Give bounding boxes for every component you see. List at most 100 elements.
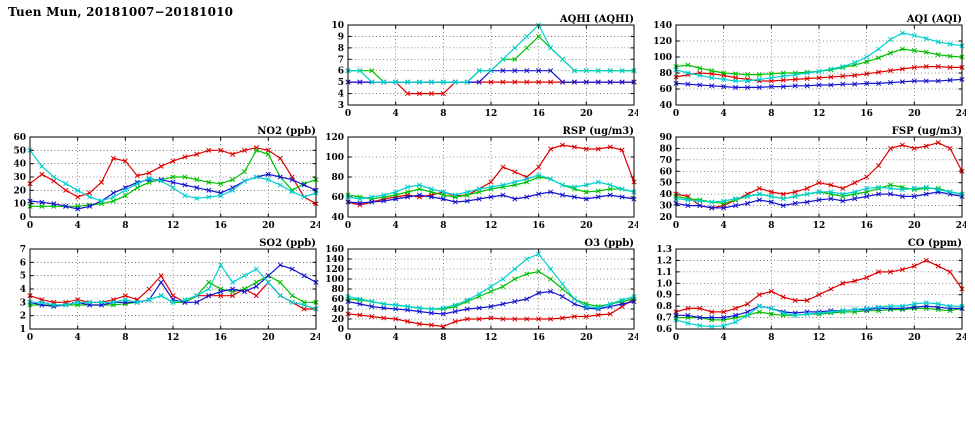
svg-text:160: 160 [325,245,344,255]
co-series-cyan [673,300,965,330]
svg-text:50: 50 [13,146,26,156]
svg-text:9: 9 [338,32,344,42]
svg-text:0: 0 [338,325,344,335]
svg-text:24: 24 [956,109,966,119]
svg-text:8: 8 [768,221,774,231]
svg-text:5: 5 [20,272,26,282]
svg-text:0: 0 [345,109,351,119]
svg-text:90: 90 [659,133,672,143]
svg-text:0.9: 0.9 [656,291,672,301]
so2-plot-frame [29,248,317,330]
svg-text:16: 16 [214,333,227,343]
svg-text:4: 4 [393,333,399,343]
svg-text:24: 24 [628,109,638,119]
svg-text:0.7: 0.7 [656,314,672,324]
svg-text:0: 0 [20,213,26,223]
svg-text:30: 30 [659,202,672,212]
svg-text:20: 20 [580,109,593,119]
o3-gridlines [348,249,634,329]
svg-text:12: 12 [485,333,498,343]
svg-text:8: 8 [122,333,128,343]
svg-text:12: 12 [813,109,826,119]
no2-axis-labels: 0 10 20 30 40 50 60 0 4 8 12 16 20 24 [13,133,322,231]
svg-text:0: 0 [673,333,679,343]
svg-text:16: 16 [860,333,873,343]
aqi-plot-svg: 40 60 80 100 120 140 0 4 8 12 16 20 24 AQI (AQI) [653,14,968,119]
aqi-gridlines [676,25,962,105]
svg-text:8: 8 [768,109,774,119]
svg-text:7: 7 [338,55,344,65]
aqhi-tick-marks [347,24,635,106]
svg-text:120: 120 [653,37,672,47]
svg-text:60: 60 [331,193,344,203]
svg-text:7: 7 [20,245,26,255]
svg-text:4: 4 [721,221,727,231]
svg-text:20: 20 [659,213,672,223]
no2-plot-frame [29,136,317,218]
aqhi-plot-frame [347,24,635,106]
chart-o3: 0 20 40 60 80 100 120 140 160 0 4 8 12 16 20 24 O3 (ppb) [318,234,640,346]
fsp-series-cyan [673,184,965,205]
svg-text:8: 8 [338,44,344,54]
svg-text:140: 140 [325,255,344,265]
co-gridlines [676,249,962,329]
aqi-series-green [673,46,965,78]
svg-text:60: 60 [659,167,672,177]
co-plot-svg: 0.60.7 0.80.9 1.01.1 1.21.3 0 4 8 12 16 20 24 CO (p… [656,238,968,343]
aqhi-chart-title: AQHI (AQHI) [559,14,634,25]
svg-text:6: 6 [338,67,344,77]
svg-text:80: 80 [659,69,672,79]
svg-text:60: 60 [659,85,672,95]
svg-text:16: 16 [532,221,545,231]
svg-text:24: 24 [628,221,638,231]
svg-text:70: 70 [659,156,672,166]
no2-series-blue [27,171,319,212]
svg-text:2: 2 [20,312,26,322]
svg-text:24: 24 [956,333,966,343]
svg-text:8: 8 [768,333,774,343]
chart-co: 0.6 0.7 0.8 0.9 1.0 1.1 1.2 1.3 0 4 8 12 16 20 24 CO (p… [646,234,968,346]
svg-text:40: 40 [13,160,26,170]
svg-text:12: 12 [167,333,180,343]
svg-text:12: 12 [813,221,826,231]
svg-text:16: 16 [860,109,873,119]
svg-text:12: 12 [485,221,498,231]
svg-text:40: 40 [331,213,344,223]
svg-text:4: 4 [75,221,81,231]
chart-aqi: 40 60 80 100 120 140 0 4 8 12 16 20 24 AQI (AQI) [646,10,968,122]
fsp-plot-frame [675,136,963,218]
svg-text:120: 120 [325,265,344,275]
svg-text:80: 80 [331,173,344,183]
svg-text:40: 40 [331,305,344,315]
so2-gridlines [30,249,316,329]
svg-text:20: 20 [262,333,275,343]
aqi-chart-title: AQI (AQI) [906,14,962,25]
svg-text:24: 24 [310,333,320,343]
svg-text:16: 16 [532,333,545,343]
svg-text:20: 20 [908,109,921,119]
no2-plot-svg: 0 10 20 30 40 50 60 0 4 8 12 16 20 24 NO2 (ppb) [13,126,322,231]
svg-text:1.0: 1.0 [656,279,672,289]
svg-text:20: 20 [262,221,275,231]
rsp-gridlines [348,137,634,217]
svg-text:4: 4 [393,221,399,231]
chart-fsp: 20 30 40 50 60 70 80 90 0 4 8 12 16 20 24 FSP (ug/m3) [646,122,968,234]
svg-text:100: 100 [325,275,344,285]
svg-text:3: 3 [20,298,26,308]
svg-text:40: 40 [659,190,672,200]
o3-series-blue [345,288,637,317]
svg-text:10: 10 [13,200,26,210]
rsp-plot-svg: 40 60 80 100 120 0 4 8 12 16 20 24 RSP (ug/m3) [325,126,640,231]
fsp-gridlines [676,137,962,217]
o3-chart-title: O3 (ppb) [584,238,634,249]
svg-text:20: 20 [331,315,344,325]
svg-text:5: 5 [338,78,344,88]
aqi-series-red [673,64,965,84]
svg-text:8: 8 [440,109,446,119]
svg-text:60: 60 [331,295,344,305]
